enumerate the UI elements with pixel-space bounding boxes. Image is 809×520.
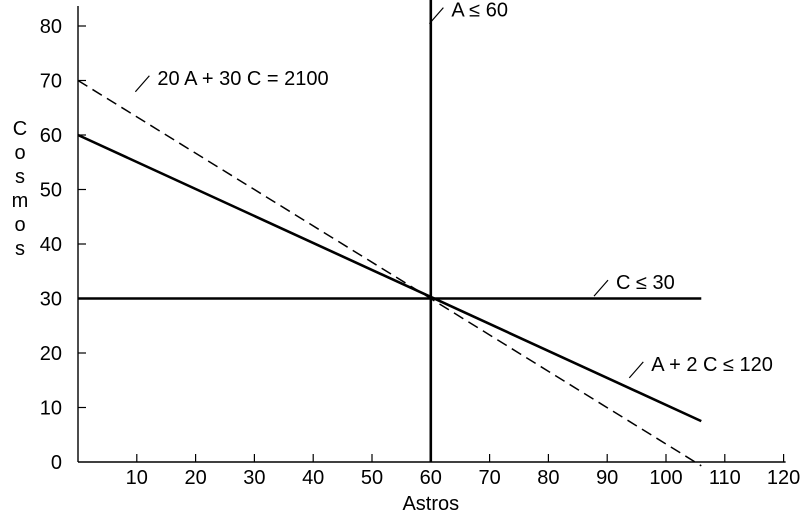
y-axis-title-letter: s: [15, 166, 25, 188]
x-tick-label: 20: [184, 467, 206, 489]
x-tick-label: 120: [767, 467, 800, 489]
annotation-label: A + 2 C ≤ 120: [651, 354, 773, 376]
x-tick-label: 110: [709, 467, 741, 489]
y-tick-label: 30: [40, 289, 62, 311]
annotation-leader: [593, 279, 609, 297]
series-layer: [77, 0, 702, 467]
series-line-2: [77, 79, 702, 467]
x-tick-label: 30: [243, 467, 265, 489]
x-tick-label: 40: [302, 467, 324, 489]
y-axis-title-letter: C: [13, 118, 27, 140]
x-tick-label: 10: [126, 467, 148, 489]
x-tick-label: 80: [537, 467, 559, 489]
y-axis-title-letter: o: [14, 142, 25, 164]
x-axis-ticks: 10 20 30 40 50 60 70 80 90 100 110 120: [126, 454, 800, 489]
x-tick-label: 100: [649, 467, 682, 489]
x-tick-label: 50: [361, 467, 383, 489]
x-tick-label: 70: [478, 467, 500, 489]
y-tick-label: 0: [51, 452, 62, 474]
y-axis-title-letter: o: [14, 214, 25, 236]
y-axis-ticks: 0 10 20 30 40 50 60 70 80: [40, 16, 86, 474]
y-tick-label: 40: [40, 234, 62, 256]
annotation-leader: [428, 7, 444, 25]
annotation-label: C ≤ 30: [616, 272, 675, 294]
x-tick-label: 90: [596, 467, 618, 489]
y-tick-label: 70: [40, 71, 62, 93]
annotation-leader: [628, 361, 644, 379]
x-tick-label: 60: [420, 467, 442, 489]
annotation-leader: [134, 75, 150, 93]
annotation-layer: 20 A + 30 C = 2100 A ≤ 60 C ≤ 30 A + 2 C ≤ …: [134, 0, 773, 379]
y-tick-label: 20: [40, 343, 62, 365]
y-tick-label: 80: [40, 16, 62, 38]
series-line-1: [77, 133, 702, 423]
annotation-label: 20 A + 30 C = 2100: [157, 68, 328, 90]
x-axis-title: Astros: [402, 493, 459, 515]
y-tick-label: 50: [40, 180, 62, 202]
y-tick-label: 10: [40, 398, 62, 420]
y-tick-label: 60: [40, 125, 62, 147]
annotation-label: A ≤ 60: [451, 0, 508, 22]
y-axis-title-letter: s: [15, 238, 25, 260]
y-axis-title-letter: m: [12, 190, 29, 212]
